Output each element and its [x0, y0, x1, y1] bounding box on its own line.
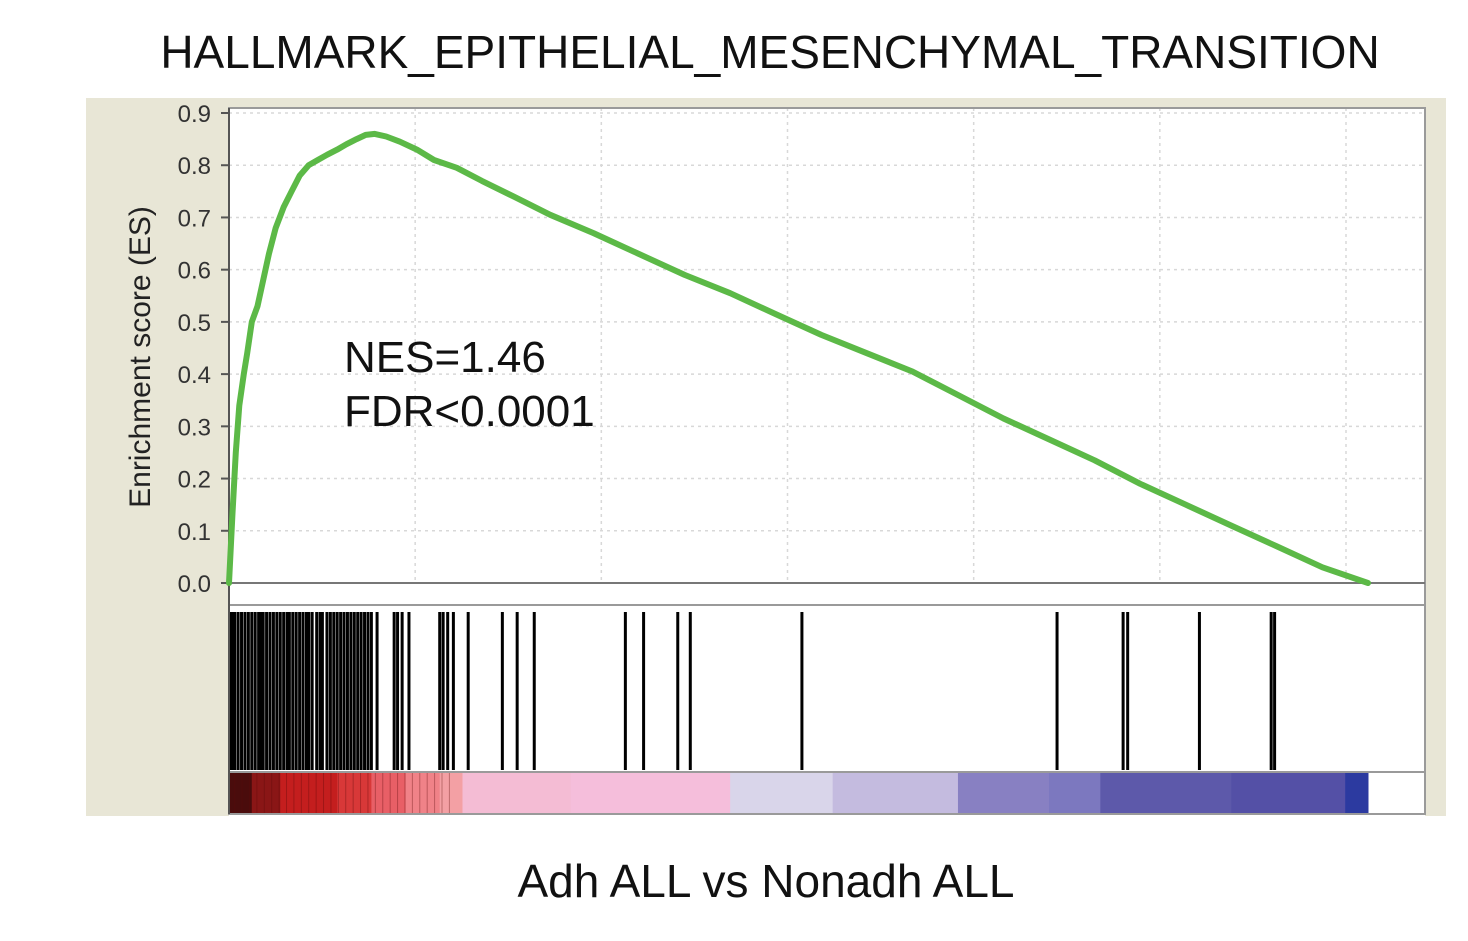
fdr-annotation: FDR<0.0001 [344, 387, 595, 436]
rank-bar-segment [251, 772, 281, 814]
rank-bar-segment [1345, 772, 1369, 814]
rank-bar-segment [337, 772, 372, 814]
rank-bar-segment [570, 772, 731, 814]
y-tick-label: 0.8 [178, 153, 211, 180]
y-tick-label: 0.5 [178, 310, 211, 337]
rank-bar-segment [462, 772, 572, 814]
gene-hit-marks [228, 612, 1277, 770]
chart-title: HALLMARK_EPITHELIAL_MESENCHYMAL_TRANSITI… [160, 26, 1379, 78]
y-tick-label: 0.7 [178, 205, 211, 232]
rank-bar-segment [730, 772, 834, 814]
rank-bar-segment [1100, 772, 1232, 814]
y-axis-ticks: 0.0 0.1 0.2 0.3 0.4 0.5 0.6 0.7 0.8 0.9 [178, 101, 229, 598]
y-tick-label: 0.4 [178, 362, 211, 389]
y-tick-label: 0.0 [178, 571, 211, 598]
rank-bar-segment [371, 772, 407, 814]
rank-bar-segment [832, 772, 959, 814]
y-tick-label: 0.6 [178, 258, 211, 285]
rank-bar-segment [405, 772, 441, 814]
rank-bar-segment [439, 772, 463, 814]
rank-bar-segment [957, 772, 1050, 814]
y-tick-label: 0.1 [178, 519, 211, 546]
rank-bar-segment [1231, 772, 1346, 814]
rank-bar-segment [229, 772, 253, 814]
rank-bar-segment [1049, 772, 1101, 814]
y-tick-label: 0.9 [178, 101, 211, 128]
x-axis-label: Adh ALL vs Nonadh ALL [517, 855, 1014, 907]
rank-metric-bar [229, 772, 1369, 814]
panel-frames [228, 107, 1426, 815]
plot-area [229, 108, 1425, 816]
enrichment-score-line [226, 130, 1371, 586]
grid-lines [229, 108, 1425, 583]
rank-bar-segment [280, 772, 338, 814]
y-axis-label: Enrichment score (ES) [124, 206, 157, 508]
nes-annotation: NES=1.46 [344, 333, 546, 382]
y-tick-label: 0.3 [178, 414, 211, 441]
y-tick-label: 0.2 [178, 467, 211, 494]
